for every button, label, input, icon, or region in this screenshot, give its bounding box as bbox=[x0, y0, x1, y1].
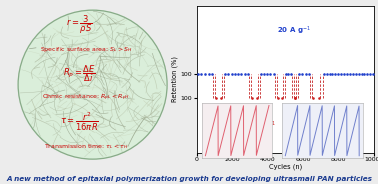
Text: A new method of epitaxial polymerization growth for developing ultrasmall PAN pa: A new method of epitaxial polymerization… bbox=[6, 176, 372, 182]
Point bbox=[285, 72, 291, 75]
Point bbox=[327, 72, 333, 75]
Point bbox=[232, 72, 238, 75]
Point bbox=[195, 72, 201, 75]
Point bbox=[338, 72, 344, 75]
Circle shape bbox=[18, 10, 167, 159]
Text: 10 A g$^{-1}$: 10 A g$^{-1}$ bbox=[242, 120, 276, 132]
Text: Transmission time: $\tau_L < \tau_H$: Transmission time: $\tau_L < \tau_H$ bbox=[44, 142, 129, 151]
Point bbox=[267, 72, 273, 75]
Point bbox=[235, 72, 241, 75]
Point bbox=[239, 72, 245, 75]
Point bbox=[324, 72, 330, 75]
Point bbox=[306, 72, 312, 75]
Y-axis label: Retention (%): Retention (%) bbox=[172, 56, 178, 102]
Point bbox=[202, 72, 208, 75]
Point bbox=[361, 72, 367, 75]
Point bbox=[249, 96, 255, 99]
Point bbox=[279, 96, 285, 99]
Text: $\tau = \dfrac{r^2}{16\pi R}$: $\tau = \dfrac{r^2}{16\pi R}$ bbox=[60, 111, 99, 133]
Point bbox=[245, 72, 251, 75]
Point bbox=[274, 96, 280, 99]
Point bbox=[213, 96, 219, 99]
Point bbox=[358, 72, 364, 75]
Point bbox=[288, 72, 294, 75]
Point bbox=[299, 72, 305, 75]
X-axis label: Cycles (n): Cycles (n) bbox=[269, 163, 302, 170]
Text: Specific surface area: $S_L > S_H$: Specific surface area: $S_L > S_H$ bbox=[40, 45, 133, 54]
Point bbox=[303, 72, 309, 75]
Point bbox=[353, 72, 359, 75]
Point bbox=[367, 72, 373, 75]
Point bbox=[347, 72, 353, 75]
Point bbox=[341, 72, 347, 75]
Point bbox=[271, 72, 277, 75]
Point bbox=[242, 72, 248, 75]
Point bbox=[292, 96, 298, 99]
Point bbox=[209, 72, 215, 75]
Text: $R_P = \dfrac{\Delta E}{\Delta i}$: $R_P = \dfrac{\Delta E}{\Delta i}$ bbox=[63, 63, 96, 84]
Text: Ohmic resistance: $R_{pL} < R_{pH}$: Ohmic resistance: $R_{pL} < R_{pH}$ bbox=[42, 93, 130, 103]
Point bbox=[282, 72, 288, 75]
Point bbox=[258, 72, 264, 75]
Point bbox=[254, 96, 260, 99]
Point bbox=[261, 72, 267, 75]
Point bbox=[225, 72, 231, 75]
Point bbox=[218, 96, 224, 99]
Point bbox=[296, 72, 302, 75]
Point bbox=[310, 96, 316, 99]
Point bbox=[364, 72, 370, 75]
Point bbox=[222, 72, 228, 75]
Point bbox=[370, 72, 376, 75]
Point bbox=[330, 72, 336, 75]
Point bbox=[316, 96, 322, 99]
Point bbox=[350, 72, 356, 75]
Point bbox=[332, 72, 338, 75]
Point bbox=[335, 72, 341, 75]
Point bbox=[356, 72, 362, 75]
Text: 20 A g$^{-1}$: 20 A g$^{-1}$ bbox=[277, 24, 311, 37]
Point bbox=[206, 72, 212, 75]
Point bbox=[344, 72, 350, 75]
Point bbox=[198, 72, 204, 75]
Point bbox=[229, 72, 235, 75]
Text: $r = \dfrac{3}{\rho S}$: $r = \dfrac{3}{\rho S}$ bbox=[67, 13, 93, 36]
Point bbox=[321, 72, 327, 75]
Point bbox=[264, 72, 270, 75]
Point bbox=[292, 96, 298, 99]
